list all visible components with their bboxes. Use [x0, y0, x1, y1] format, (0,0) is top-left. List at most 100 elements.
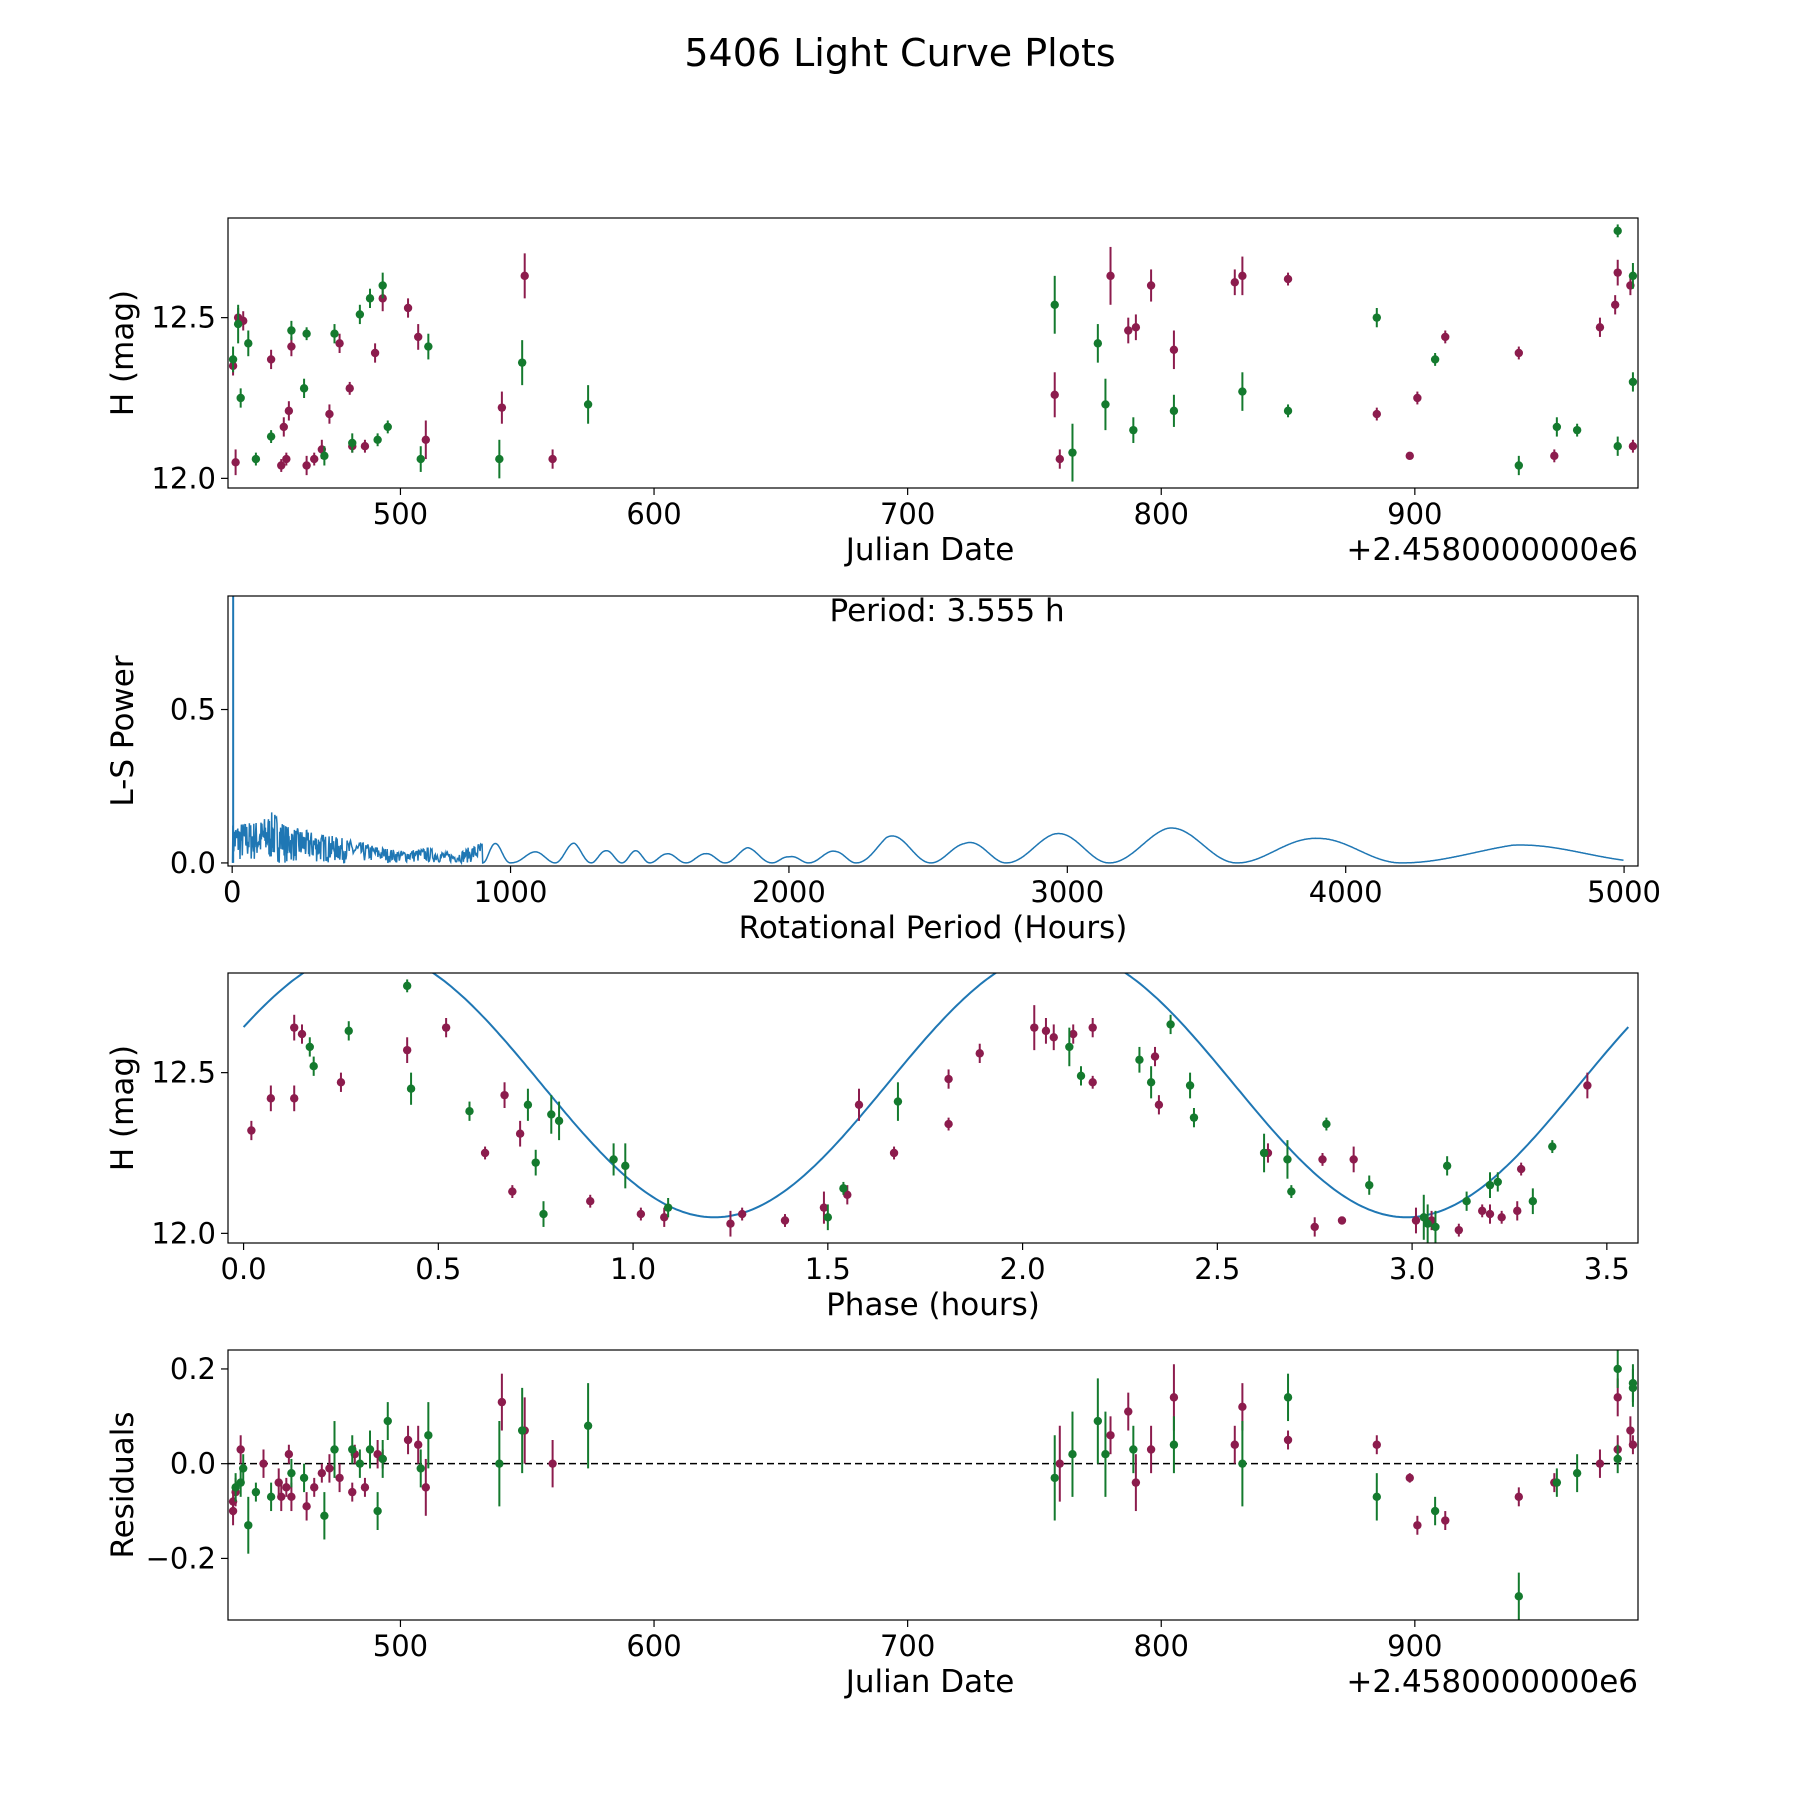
data-point [413, 1440, 423, 1449]
lightcurve-xlabel: Julian Date [844, 532, 1015, 568]
phased-ytick-label: 12.0 [151, 1216, 216, 1250]
data-point [1462, 1197, 1471, 1206]
phased-xtick-label: 1.0 [610, 1252, 656, 1286]
data-point [287, 342, 296, 351]
data-point [290, 1023, 299, 1032]
data-point [636, 1209, 646, 1219]
data-point [287, 326, 296, 335]
data-point [236, 1445, 245, 1454]
data-point [1088, 1078, 1097, 1087]
data-point [1595, 323, 1605, 332]
lightcurve-xtick-label: 600 [626, 497, 681, 531]
data-point [480, 1148, 490, 1158]
data-point [1430, 1506, 1440, 1516]
data-point [325, 409, 334, 419]
residuals-xtick-label: 700 [880, 1629, 935, 1663]
data-point [424, 342, 433, 351]
data-point [1552, 422, 1562, 432]
data-point [244, 1521, 253, 1530]
data-point [1166, 1020, 1175, 1029]
data-point [583, 1421, 593, 1430]
data-point [239, 1464, 248, 1473]
data-point [944, 1119, 953, 1129]
data-point [1413, 1521, 1422, 1530]
phased-axes-frame [227, 972, 1639, 1244]
phased-ytick-label: 12.5 [151, 1056, 216, 1090]
data-point [497, 1397, 507, 1407]
residuals-offset-label: +2.4580000000e6 [1346, 1664, 1638, 1700]
periodogram-xtick-label: 4000 [1309, 875, 1383, 909]
data-point [416, 1464, 425, 1473]
model-fit-curve [242, 973, 1630, 1219]
figure-title: 5406 Light Curve Plots [684, 31, 1115, 75]
data-point [517, 1426, 527, 1435]
data-point [1528, 1197, 1538, 1206]
lightcurve-xtick-label: 700 [880, 497, 935, 531]
data-point [383, 1416, 392, 1426]
data-point [531, 1158, 540, 1167]
data-point [1610, 300, 1620, 309]
data-point [780, 1216, 790, 1225]
data-point [1497, 1213, 1506, 1222]
data-point [330, 1445, 339, 1454]
data-point [1514, 1592, 1524, 1601]
data-point [282, 1483, 291, 1492]
data-point [1185, 1081, 1195, 1090]
data-point [1628, 1440, 1638, 1449]
series-green [305, 979, 1557, 1243]
phased-xtick-label: 1.5 [805, 1252, 851, 1286]
data-point [1050, 1473, 1059, 1483]
data-point [1372, 409, 1381, 419]
data-point [465, 1107, 474, 1116]
data-point [1613, 1454, 1622, 1464]
data-point [1230, 1440, 1239, 1449]
data-point [1055, 1459, 1064, 1468]
periodogram-ytick-label: 0.0 [170, 846, 216, 880]
data-point [1169, 1393, 1179, 1402]
data-point [1101, 1450, 1110, 1459]
data-point [344, 1026, 353, 1036]
data-point [1093, 339, 1103, 348]
lightcurve-ytick-label: 12.5 [151, 301, 216, 335]
data-point [1283, 274, 1293, 284]
data-point [403, 1435, 413, 1445]
lightcurve-xtick-label: 900 [1387, 497, 1442, 531]
data-point [266, 1094, 276, 1103]
data-point [1552, 1478, 1562, 1487]
lightcurve-offset-label: +2.4580000000e6 [1346, 532, 1638, 568]
data-point [277, 461, 286, 470]
data-point [330, 329, 339, 338]
data-point [1055, 454, 1064, 464]
data-point [854, 1100, 864, 1109]
periodogram-ytick-label: 0.5 [170, 693, 216, 727]
data-point [1349, 1155, 1358, 1164]
data-point [839, 1184, 848, 1193]
data-point [1613, 268, 1622, 277]
data-point [302, 461, 311, 470]
data-point [1283, 1393, 1293, 1402]
data-point [1131, 1478, 1141, 1487]
data-point [1065, 1042, 1074, 1052]
data-point [586, 1197, 595, 1206]
data-point [1411, 1216, 1421, 1225]
data-point [1041, 1026, 1051, 1036]
data-point [1146, 281, 1156, 290]
data-point [1423, 1219, 1432, 1228]
data-point [282, 454, 291, 464]
data-point [236, 393, 245, 403]
periodogram-curve [231, 812, 1624, 866]
data-point [975, 1049, 984, 1058]
data-point [1516, 1164, 1526, 1174]
data-point [355, 310, 365, 319]
data-point [1322, 1119, 1331, 1129]
data-point [320, 451, 329, 461]
phased-plot-area [242, 973, 1630, 1243]
residuals-xlabel: Julian Date [844, 1664, 1015, 1700]
data-point [299, 384, 309, 393]
data-point [1628, 377, 1638, 387]
data-point [819, 1203, 829, 1212]
phased-xlabel: Phase (hours) [826, 1287, 1040, 1323]
data-point [1049, 1033, 1058, 1042]
data-point [621, 1161, 630, 1171]
